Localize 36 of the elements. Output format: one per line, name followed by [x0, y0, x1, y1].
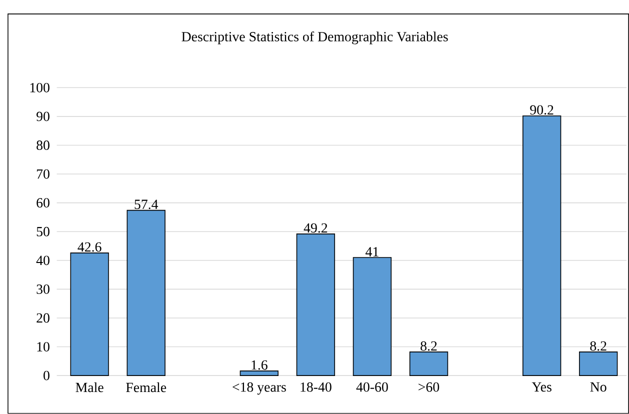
data-label: 8.2	[590, 341, 606, 351]
y-tick-label: 60	[36, 198, 50, 208]
data-label: 41	[366, 247, 378, 256]
y-tick-label: 80	[36, 140, 50, 150]
x-tick-label: No	[590, 382, 606, 392]
data-label: 49.2	[304, 223, 328, 233]
bar	[296, 234, 336, 376]
chart-title: Descriptive Statistics of Demographic Variables	[182, 32, 448, 44]
bar	[409, 352, 448, 376]
x-tick-label: Male	[76, 382, 104, 392]
bar	[522, 116, 562, 376]
data-label: 1.6	[252, 360, 268, 370]
bar	[126, 210, 166, 376]
y-tick-label: 50	[36, 227, 50, 236]
y-tick-label: 10	[37, 342, 50, 352]
y-tick-label: 0	[44, 370, 50, 380]
y-tick-label: 30	[36, 284, 50, 294]
y-tick-label: 100	[30, 83, 50, 92]
x-tick-label: 18-40	[300, 382, 332, 392]
data-label: 90.2	[530, 105, 554, 115]
x-tick-label: <18 years	[232, 382, 286, 395]
bar	[579, 352, 618, 376]
y-tick-label: 40	[36, 256, 50, 266]
x-tick-label: 40-60	[356, 382, 388, 392]
data-label: 42.6	[78, 242, 102, 252]
x-tick-label: >60	[418, 382, 440, 392]
y-tick-label: 90	[36, 112, 50, 122]
bar	[240, 370, 278, 376]
data-label: 8.2	[420, 341, 437, 351]
y-tick-label: 20	[36, 313, 50, 323]
data-label: 57.4	[134, 200, 158, 210]
x-tick-label: Female	[126, 382, 166, 392]
y-tick-label: 70	[36, 169, 50, 179]
bar	[70, 252, 109, 376]
bar	[352, 257, 392, 376]
x-tick-label: Yes	[532, 382, 552, 392]
